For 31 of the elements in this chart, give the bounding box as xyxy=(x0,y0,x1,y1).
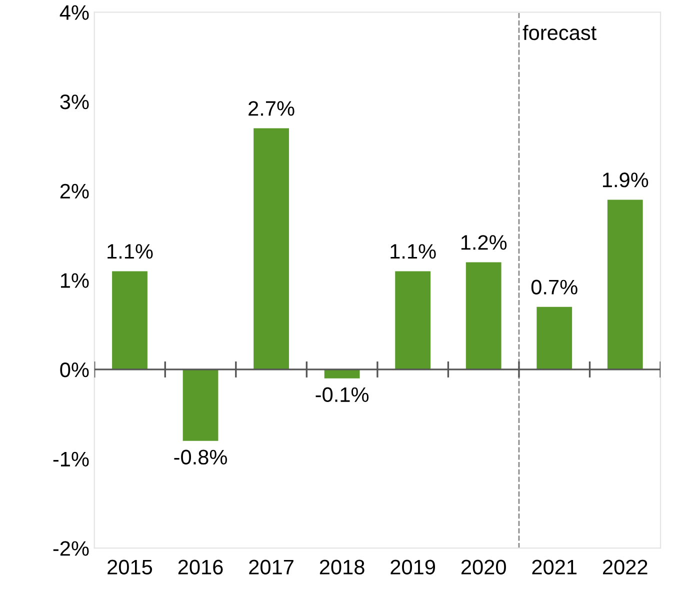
data-label: 1.2% xyxy=(461,235,507,250)
y-tick-label: -1% xyxy=(53,452,89,466)
data-label: 2.7% xyxy=(248,101,294,116)
x-tick-label: 2018 xyxy=(320,560,364,575)
x-tick-label: 2016 xyxy=(178,560,223,575)
y-tick-label: 3% xyxy=(60,94,89,110)
x-tick-label: 2015 xyxy=(108,560,152,575)
y-tick-label: -2% xyxy=(53,541,89,556)
y-tick-label: 0% xyxy=(60,362,89,378)
y-tick-label: 2% xyxy=(60,184,89,198)
bar xyxy=(536,306,572,370)
data-label: 1.9% xyxy=(602,172,648,188)
data-label: 1.1% xyxy=(390,244,436,259)
y-tick-label: 4% xyxy=(60,5,89,20)
x-tick-label: 2017 xyxy=(249,560,294,575)
x-tick-label: 2021 xyxy=(532,560,577,575)
data-label: -0.1% xyxy=(316,387,369,402)
y-tick-label: 1% xyxy=(60,273,89,288)
x-tick-label: 2020 xyxy=(461,560,506,575)
bar xyxy=(182,369,218,441)
data-label: 1.1% xyxy=(108,244,153,259)
bar xyxy=(466,262,502,370)
bar xyxy=(607,200,643,370)
bar xyxy=(395,271,431,370)
data-label: 0.7% xyxy=(531,280,578,294)
x-tick-label: 2019 xyxy=(390,560,436,575)
x-tick-label: 2022 xyxy=(603,560,648,575)
data-label: -0.8% xyxy=(174,450,227,465)
bar xyxy=(254,128,289,370)
ref-line-label: forecast xyxy=(522,24,596,40)
bar xyxy=(112,271,148,370)
